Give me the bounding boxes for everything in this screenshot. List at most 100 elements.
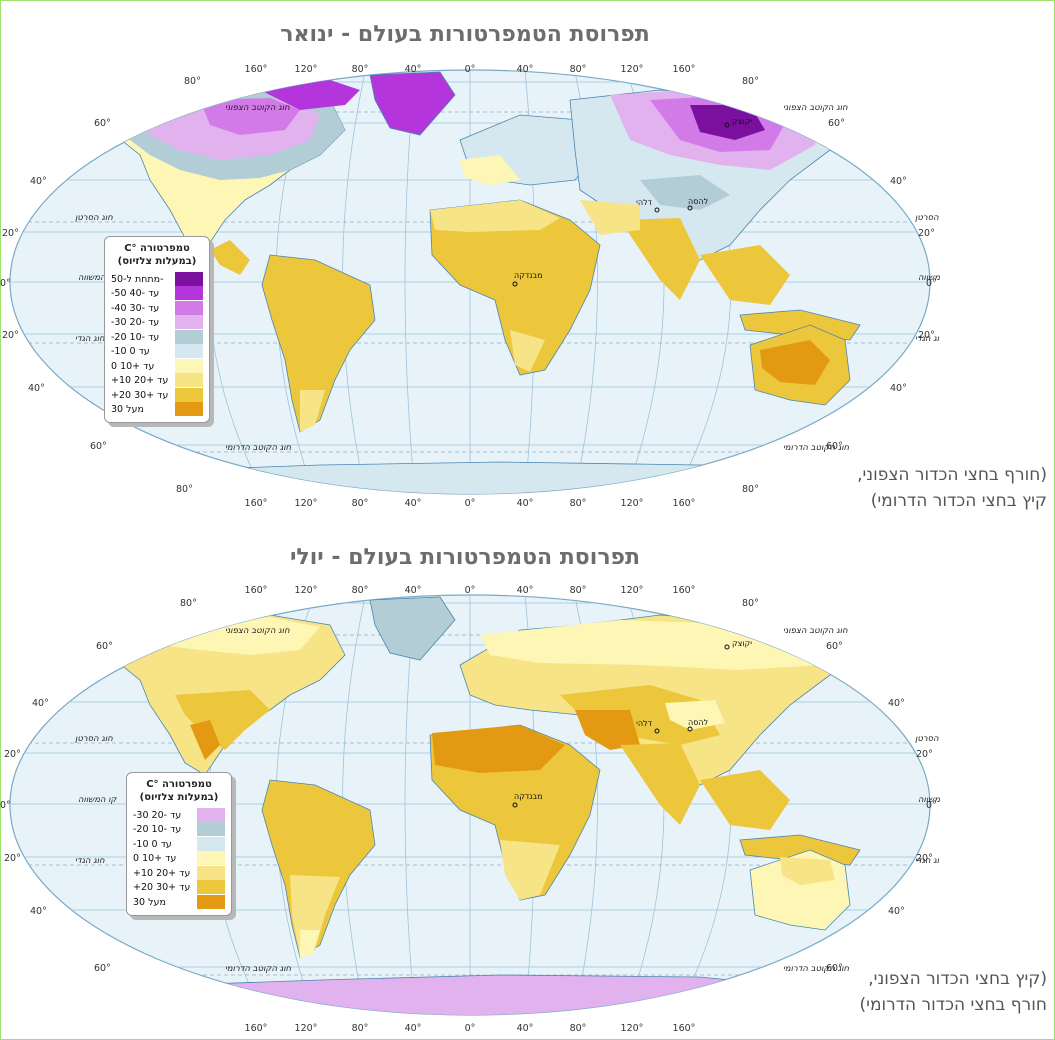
place-label: להסה [688,718,708,727]
july-season-note: (קיץ בחצי הכדור הצפוני, חורף בחצי הכדור … [859,969,1047,1015]
legend-row: -20 עד -10 [111,329,203,345]
lon-label: 80° [570,585,587,596]
lon-label: 80° [352,64,369,75]
lon-label: 160° [673,498,696,509]
lon-label: 80° [570,64,587,75]
legend-row: מתחת ל-50- [111,271,203,287]
lat-label: 60° [826,963,843,974]
legend-row: -10 עד 0 [133,836,225,852]
antarctic-circle-label: חוג הקוטב הדרומי [783,964,850,974]
lat-label: 40° [890,176,907,187]
lat-label: 20° [4,853,21,864]
legend-label: -30 עד -20 [133,809,182,821]
january-season-note: (חורף בחצי הכדור הצפוני, קיץ בחצי הכדור … [857,465,1047,511]
legend-swatch [175,344,203,360]
legend-swatch [197,865,225,881]
place-label: דלהי [636,198,653,207]
lat-label: 60° [94,963,111,974]
lat-label: 60° [96,641,113,652]
africa [429,724,601,901]
arctic-circle-label: חוג הקוטב הצפוני [783,626,848,636]
tropic-of-cancer-label: חוג הסרטן [915,213,940,223]
legend-swatch [175,402,203,418]
legend-label: -10 עד 0 [111,346,150,358]
lat-label: 40° [890,383,907,394]
lon-label: 80° [570,498,587,509]
lon-label: 80° [352,585,369,596]
lat-label: 80° [742,484,759,495]
place-label: יקוצק [732,117,752,126]
legend-swatch [175,300,203,316]
lon-label: 160° [245,1023,268,1034]
lat-label: 20° [918,330,935,341]
lat-label: 0° [0,278,11,289]
lat-label: 0° [0,800,11,811]
lon-label: 120° [621,64,644,75]
legend-row: -30 עד -20 [111,315,203,331]
lon-label: 40° [517,1023,534,1034]
legend-label: -20 עד -10 [111,331,160,343]
greenland [369,71,456,136]
legend-row: +10 עד +20 [133,865,225,881]
place-label: דלהי [636,719,653,728]
antarctic-circle-label: חוג הקוטב הדרומי [225,964,292,974]
place-label: להסה [688,197,708,206]
lat-label: 80° [180,598,197,609]
lat-label: 60° [94,118,111,129]
place-label: מבנדקה [514,271,543,280]
lon-label: 40° [405,64,422,75]
legend-row: 0 עד +10 [133,851,225,867]
lon-label: 160° [245,64,268,75]
line-labels: חוג הקוטב הצפוני חוג הקוטב הצפוני חוג הס… [75,103,940,453]
lon-label: 80° [352,498,369,509]
lon-label: 160° [673,585,696,596]
lon-label: 40° [405,585,422,596]
legend-label: -20 עד -10 [133,824,182,836]
place-label: יקוצק [732,639,752,648]
legend-swatch [197,880,225,896]
tropic-of-capricorn-label: חוג הגדי [75,856,105,866]
january-map: 160° 120° 80° 40° 0° 40° 80° 120° 160° 1… [0,64,940,509]
legend-swatch [175,286,203,302]
legend-row: -20 עד -10 [133,822,225,838]
legend-swatch [175,315,203,331]
lat-label: 40° [32,698,49,709]
legend-items: -30 עד -20 -20 עד -10 -10 עד 0 0 עד +10 +10 … [133,807,225,910]
july-map-title: תפרוסת הטמפרטורות בעולם - יולי [289,545,641,570]
legend-swatch [197,851,225,867]
lat-label: 40° [30,906,47,917]
lat-label: 20° [4,749,21,760]
january-map-title: תפרוסת הטמפרטורות בעולם - ינואר [280,22,650,47]
lat-label: 60° [90,441,107,452]
lon-label: 120° [295,1023,318,1034]
lon-label: 0° [465,64,476,75]
lon-label: 120° [295,498,318,509]
places: יקוצק דלהי להסה מבנדקה [512,117,752,287]
arctic-circle-label: חוג הקוטב הצפוני [225,626,290,636]
lat-label: 0° [926,800,937,811]
indonesia [739,309,861,341]
south-america [261,779,376,958]
lat-label: 80° [742,76,759,87]
legend-title: טמפרטורה °C (במעלות צלזיוס) [139,779,219,803]
place-label: מבנדקה [514,792,543,801]
lon-label: 80° [570,1023,587,1034]
greenland [369,596,456,661]
legend-label: 0 עד +10 [133,853,177,865]
equator-label: קו המשווה [918,795,940,805]
legend-label: -10 עד 0 [133,838,172,850]
legend-row: +20 עד +30 [133,880,225,896]
lon-label: 40° [517,64,534,75]
legend-row: 0 עד +10 [111,358,203,374]
legend-row: +20 עד +30 [111,387,203,403]
legend-row: -10 עד 0 [111,344,203,360]
legend-swatch [197,822,225,838]
legend-row: -50 עד -40 [111,286,203,302]
legend-swatch [175,271,203,287]
legend-label: 0 עד +10 [111,360,155,372]
lat-label: 60° [828,118,845,129]
lon-label: 160° [673,1023,696,1034]
north-america [114,614,346,776]
lat-label: 80° [176,484,193,495]
equator-label: קו המשווה [918,273,940,283]
